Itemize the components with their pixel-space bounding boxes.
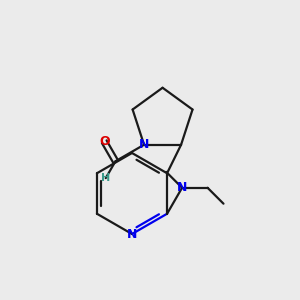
Text: O: O: [99, 135, 110, 148]
Text: N: N: [127, 227, 137, 241]
Text: N: N: [139, 138, 149, 151]
Text: H: H: [101, 173, 110, 183]
Text: N: N: [177, 181, 187, 194]
